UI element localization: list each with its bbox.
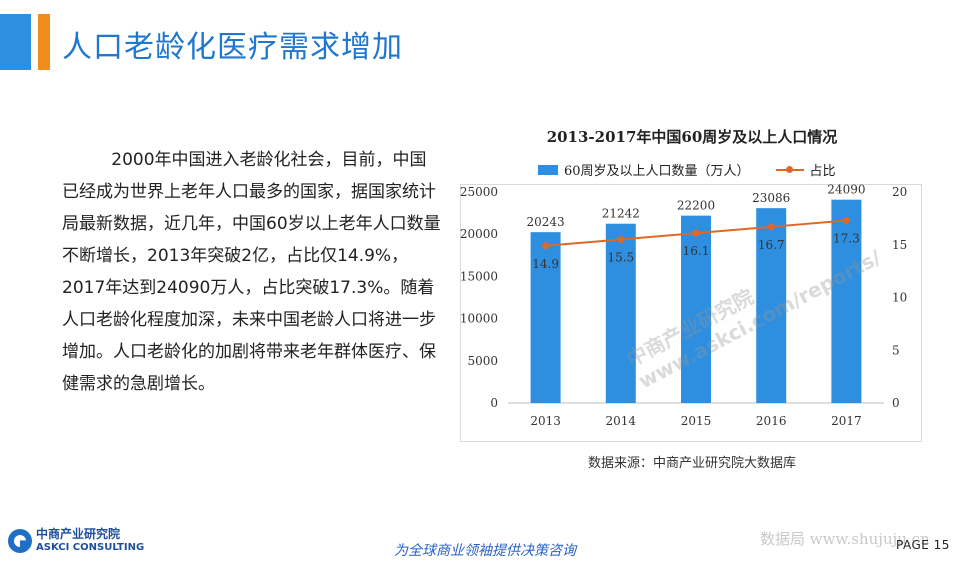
page-title: 人口老龄化医疗需求增加 <box>62 30 403 65</box>
y-right-tick-label: 5 <box>892 343 900 357</box>
bar <box>530 232 561 403</box>
bar <box>831 199 862 403</box>
percent-point <box>767 223 775 231</box>
bar-value-label: 23086 <box>752 191 790 205</box>
bar <box>756 208 787 403</box>
chart-title: 2013-2017年中国60周岁及以上人口情况 <box>546 128 838 146</box>
percent-value-label: 16.1 <box>683 244 710 258</box>
x-tick-label: 2015 <box>681 414 712 428</box>
x-tick-label: 2016 <box>756 414 787 428</box>
bar-value-label: 24090 <box>827 183 865 197</box>
body-text: 2000年中国进入老龄化社会，目前，中国已经成为世界上老年人口最多的国家，据国家… <box>62 144 442 400</box>
x-tick-label: 2017 <box>831 414 862 428</box>
bar-value-label: 21242 <box>602 207 640 221</box>
logo-icon <box>8 529 32 553</box>
x-tick-label: 2013 <box>530 414 561 428</box>
y-left-tick-label: 10000 <box>460 312 498 326</box>
y-right-tick-label: 20 <box>892 185 907 199</box>
logo-name-en: ASKCI CONSULTING <box>36 542 145 553</box>
company-logo: 中商产业研究院 ASKCI CONSULTING <box>8 528 144 554</box>
percent-value-label: 17.3 <box>833 231 860 245</box>
body-paragraph: 2000年中国进入老龄化社会，目前，中国已经成为世界上老年人口最多的国家，据国家… <box>62 150 441 394</box>
header-accent-orange <box>38 14 50 70</box>
percent-point <box>617 235 625 243</box>
page-number: PAGE 15 <box>896 538 950 552</box>
legend-line-label: 占比 <box>809 164 836 179</box>
site-watermark: 数据局 www.shujuju.cn <box>760 530 930 548</box>
y-left-tick-label: 5000 <box>467 354 498 368</box>
y-right-tick-label: 10 <box>892 291 907 305</box>
chart-source: 数据来源：中商产业研究院大数据库 <box>587 456 796 471</box>
y-left-tick-label: 25000 <box>460 185 498 199</box>
y-right-tick-label: 15 <box>892 238 907 252</box>
legend-line-swatch <box>775 165 804 173</box>
chart-frame <box>460 184 922 442</box>
bar-value-label: 20243 <box>527 215 565 229</box>
header-accent-blue <box>0 14 31 70</box>
percent-point <box>692 229 700 237</box>
chart-legend: 60周岁及以上人口数量（万人） 占比 <box>538 160 836 179</box>
percent-point <box>542 242 550 250</box>
y-right-tick-label: 0 <box>892 396 900 410</box>
y-left-tick-label: 15000 <box>460 269 498 283</box>
bar <box>605 223 636 403</box>
percent-value-label: 16.7 <box>758 238 785 252</box>
y-left-tick-label: 20000 <box>460 227 498 241</box>
y-left-tick-label: 0 <box>490 396 498 410</box>
logo-name-cn: 中商产业研究院 <box>36 527 121 541</box>
percent-value-label: 14.9 <box>532 257 559 271</box>
legend-bar-label: 60周岁及以上人口数量（万人） <box>564 164 750 179</box>
percent-point <box>842 216 850 224</box>
bar <box>681 215 711 403</box>
bar-value-label: 22200 <box>677 199 715 213</box>
percent-value-label: 15.5 <box>607 250 634 264</box>
x-tick-label: 2014 <box>606 414 637 428</box>
legend-bar-swatch <box>538 164 558 175</box>
footer-slogan: 为全球商业领袖提供决策咨询 <box>394 543 576 559</box>
